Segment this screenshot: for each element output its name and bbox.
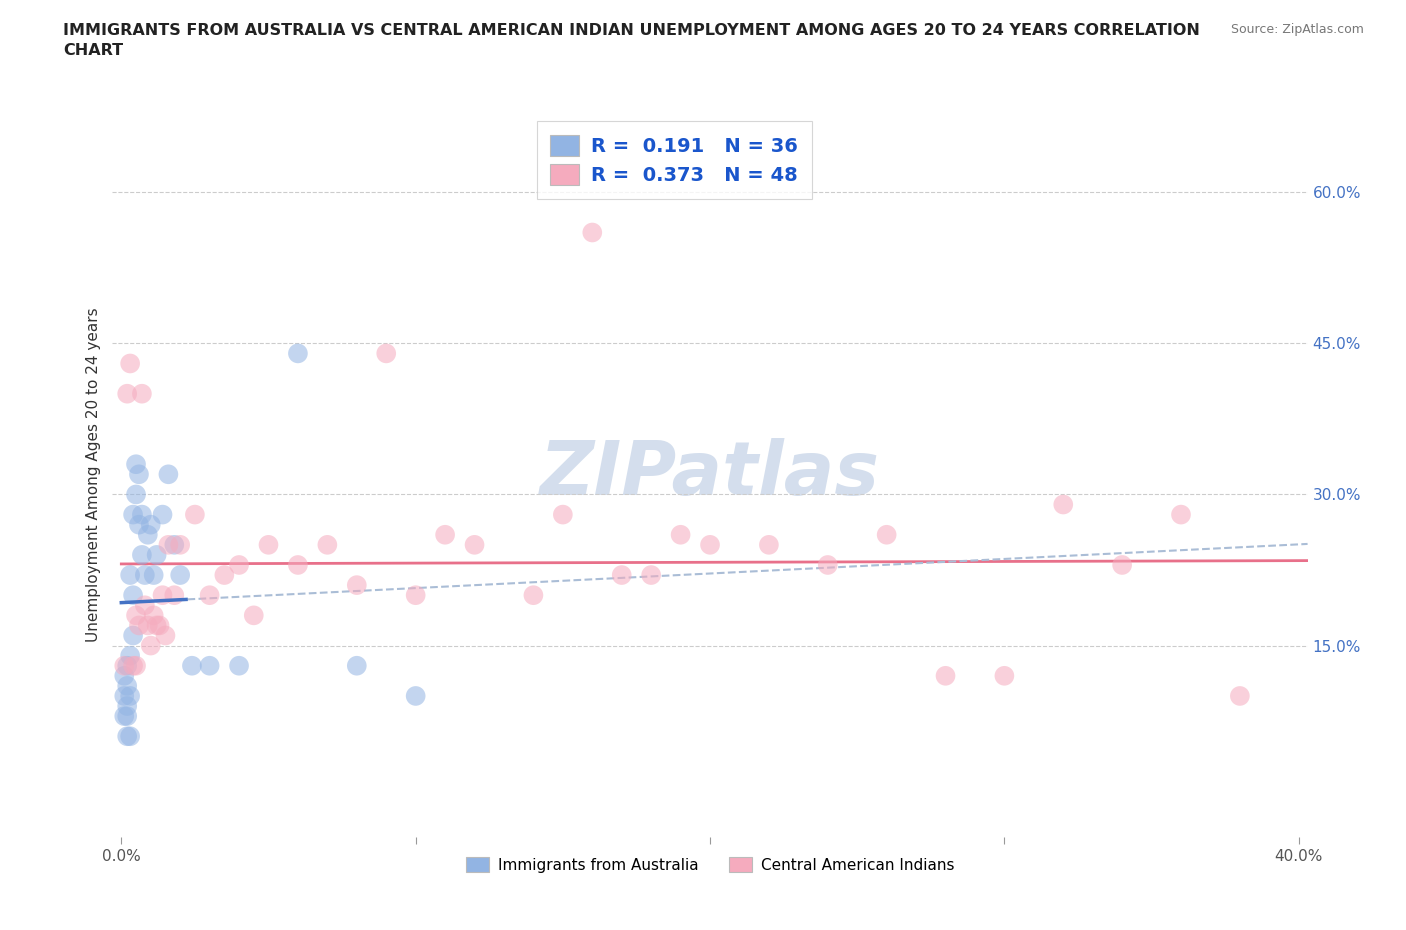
Point [136, 527, 159, 542]
Point [1111, 558, 1133, 573]
Point [346, 578, 368, 592]
Text: ZIPatlas: ZIPatlas [540, 438, 880, 511]
Point [1170, 507, 1192, 522]
Point [112, 709, 135, 724]
Point [155, 628, 177, 643]
Point [134, 567, 156, 582]
Point [287, 346, 309, 361]
Point [214, 567, 236, 582]
Point [145, 618, 167, 633]
Point [142, 608, 165, 623]
Point [120, 356, 142, 371]
Point [405, 588, 427, 603]
Point [125, 608, 148, 623]
Point [112, 658, 135, 673]
Point [145, 548, 167, 563]
Point [316, 538, 339, 552]
Point [139, 517, 162, 532]
Point [169, 567, 191, 582]
Point [758, 538, 780, 552]
Point [122, 588, 145, 603]
Point [198, 658, 221, 673]
Point [131, 548, 153, 563]
Point [134, 598, 156, 613]
Point [551, 507, 574, 522]
Point [131, 386, 153, 401]
Point [139, 638, 162, 653]
Point [112, 669, 135, 684]
Point [122, 507, 145, 522]
Point [152, 588, 174, 603]
Point [287, 558, 309, 573]
Point [610, 567, 633, 582]
Text: IMMIGRANTS FROM AUSTRALIA VS CENTRAL AMERICAN INDIAN UNEMPLOYMENT AMONG AGES 20 : IMMIGRANTS FROM AUSTRALIA VS CENTRAL AME… [63, 23, 1201, 58]
Point [993, 669, 1015, 684]
Point [669, 527, 692, 542]
Point [122, 628, 145, 643]
Point [434, 527, 457, 542]
Text: Source: ZipAtlas.com: Source: ZipAtlas.com [1230, 23, 1364, 36]
Point [699, 538, 721, 552]
Point [115, 679, 138, 694]
Point [136, 618, 159, 633]
Point [257, 538, 280, 552]
Point [120, 648, 142, 663]
Point [120, 567, 142, 582]
Point [405, 688, 427, 703]
Point [131, 507, 153, 522]
Point [128, 618, 150, 633]
Point [128, 517, 150, 532]
Point [157, 538, 180, 552]
Point [115, 709, 138, 724]
Point [1052, 498, 1074, 512]
Point [876, 527, 898, 542]
Point [640, 567, 662, 582]
Point [228, 558, 250, 573]
Point [375, 346, 398, 361]
Point [142, 567, 165, 582]
Point [148, 618, 170, 633]
Point [112, 688, 135, 703]
Point [228, 658, 250, 673]
Point [120, 729, 142, 744]
Point [125, 658, 148, 673]
Point [581, 225, 603, 240]
Point [181, 658, 204, 673]
Point [464, 538, 486, 552]
Point [163, 588, 186, 603]
Legend: Immigrants from Australia, Central American Indians: Immigrants from Australia, Central Ameri… [458, 849, 962, 880]
Point [120, 688, 142, 703]
Point [346, 658, 368, 673]
Point [125, 457, 148, 472]
Point [242, 608, 264, 623]
Y-axis label: Unemployment Among Ages 20 to 24 years: Unemployment Among Ages 20 to 24 years [86, 307, 101, 642]
Point [934, 669, 956, 684]
Point [122, 658, 145, 673]
Point [1229, 688, 1251, 703]
Point [817, 558, 839, 573]
Point [115, 698, 138, 713]
Point [128, 467, 150, 482]
Point [152, 507, 174, 522]
Point [184, 507, 207, 522]
Point [115, 729, 138, 744]
Point [198, 588, 221, 603]
Point [522, 588, 544, 603]
Point [115, 386, 138, 401]
Point [157, 467, 180, 482]
Point [169, 538, 191, 552]
Point [125, 487, 148, 502]
Point [163, 538, 186, 552]
Point [115, 658, 138, 673]
